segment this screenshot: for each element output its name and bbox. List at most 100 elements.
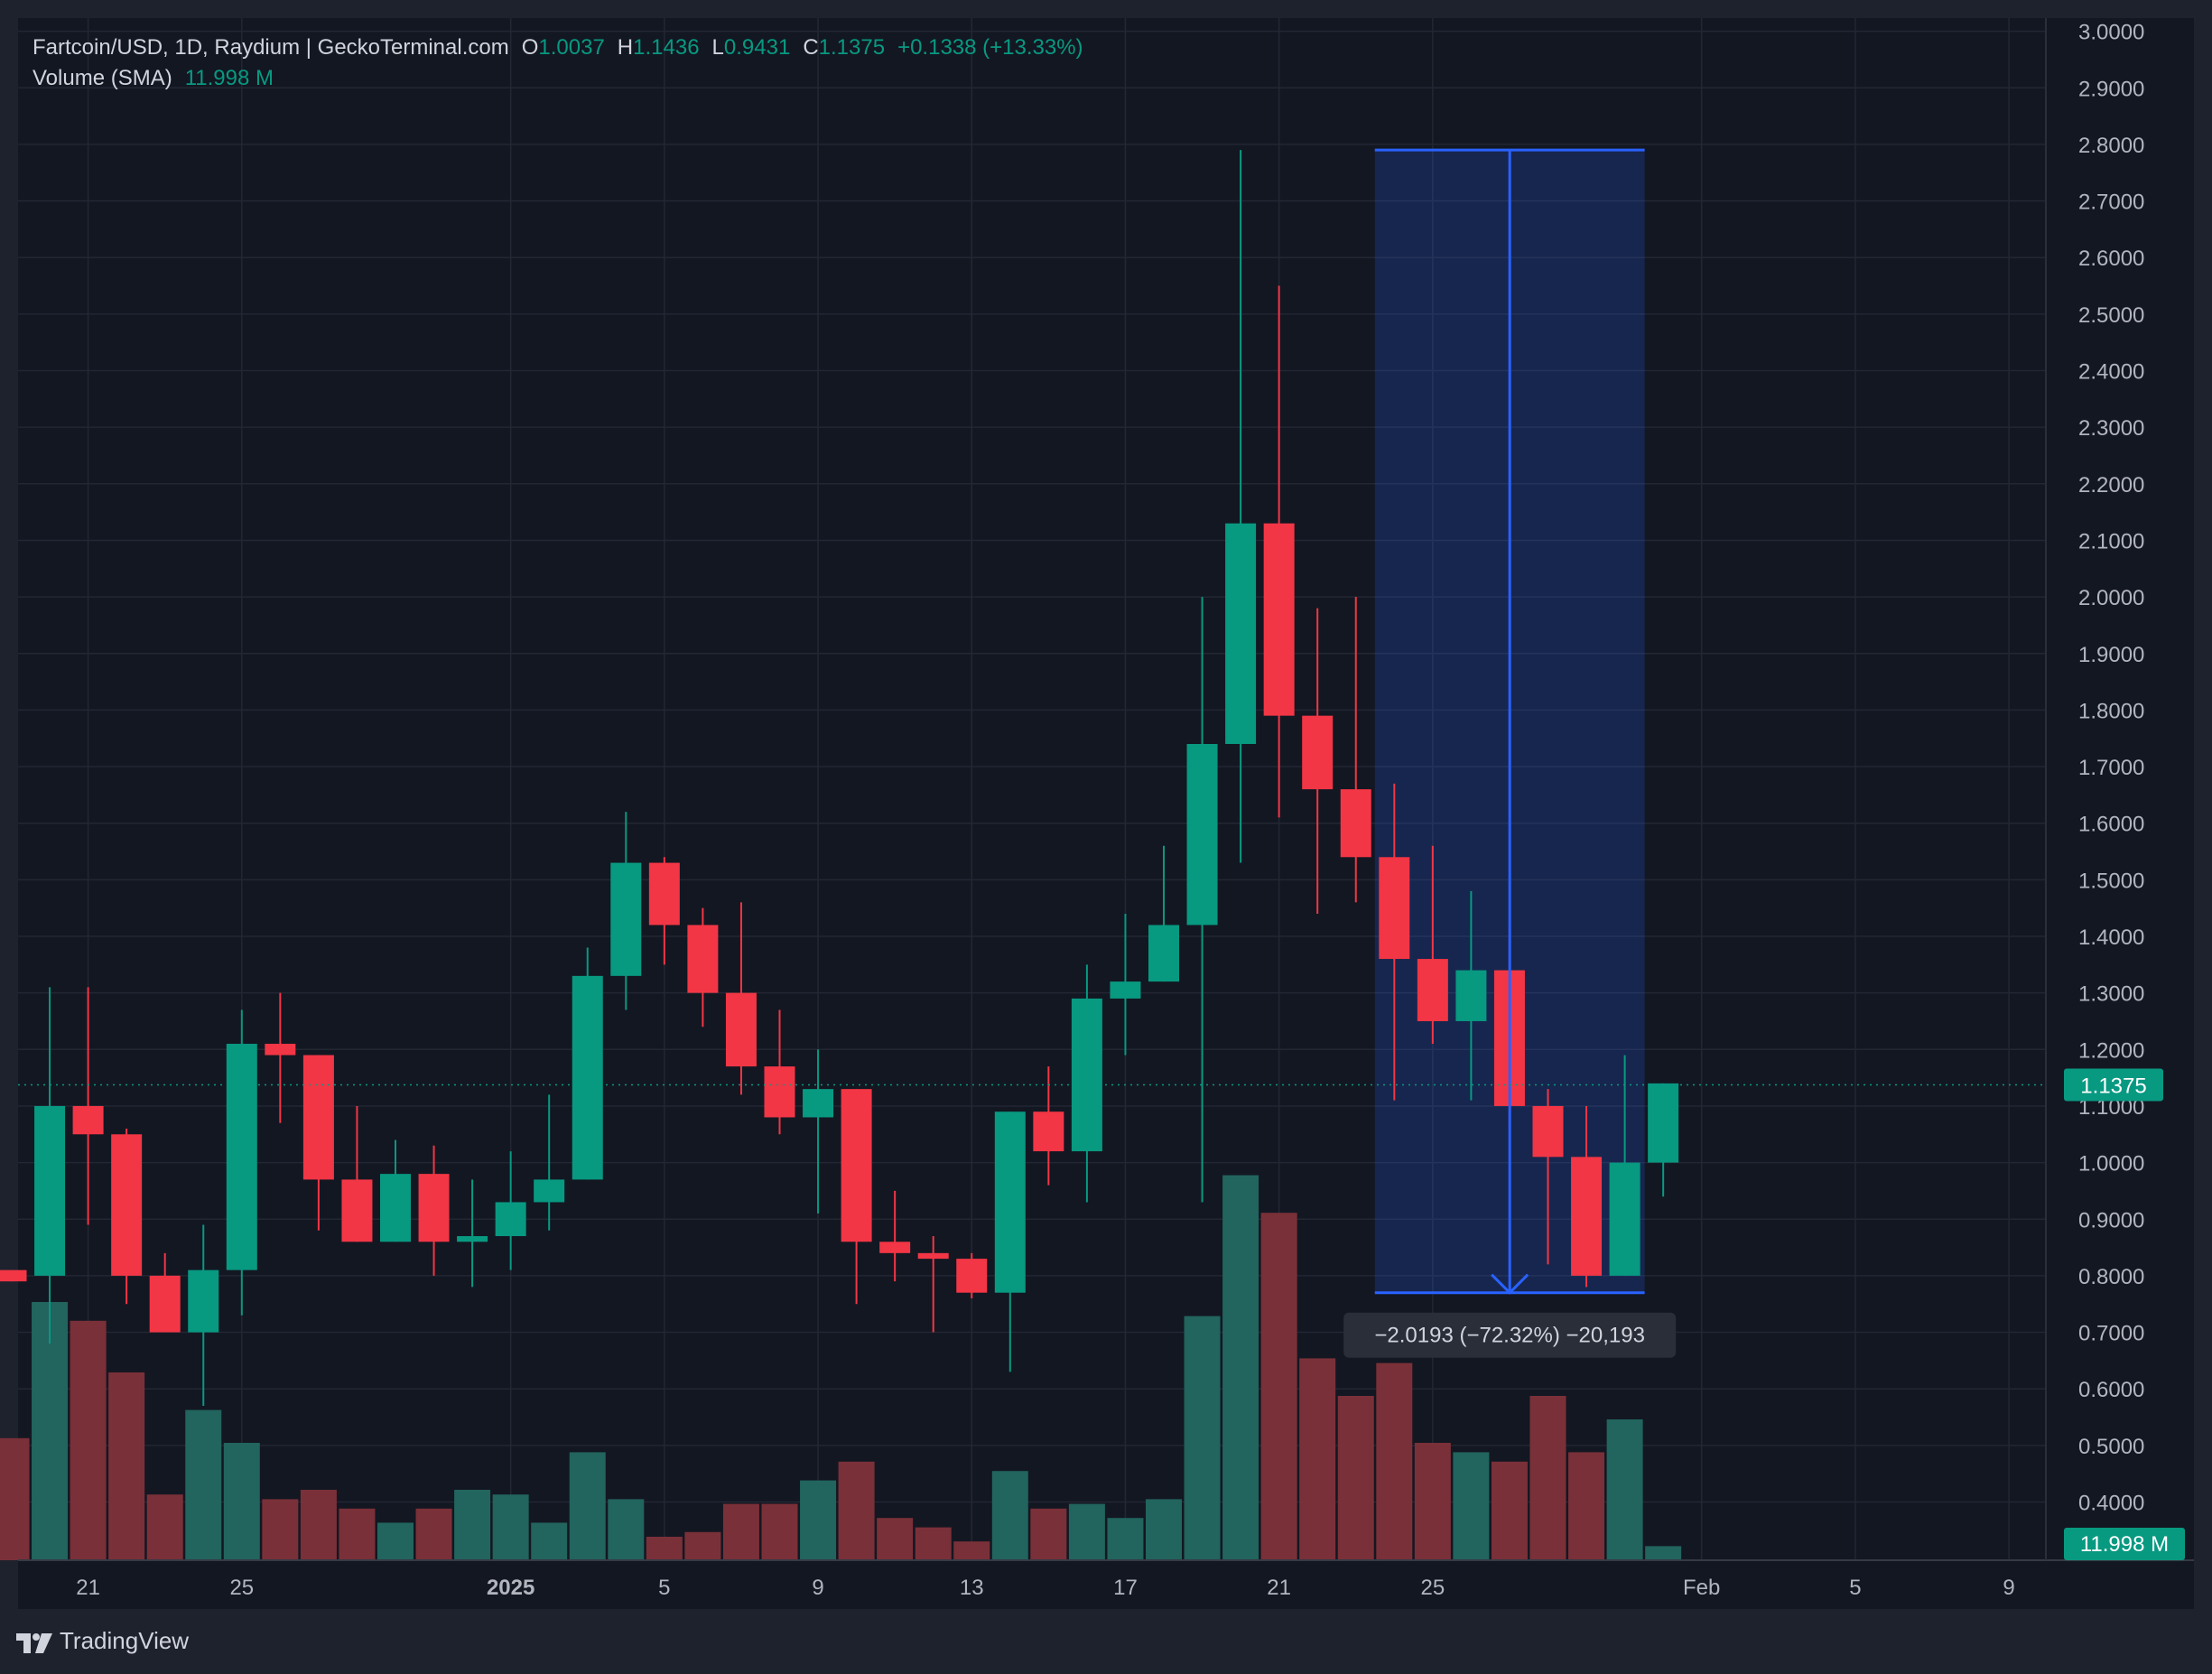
price-tick-label: 2.5000 [2078, 303, 2144, 328]
volume-bar [1414, 1443, 1451, 1560]
volume-bar [1568, 1452, 1605, 1560]
candle-body [917, 1252, 949, 1260]
candle-body [610, 862, 642, 976]
low-value: 0.9431 [723, 35, 791, 60]
candle-body [534, 1179, 565, 1203]
candle-body [265, 1044, 296, 1056]
candle [994, 1111, 1026, 1372]
price-tick-label: 2.0000 [2078, 586, 2144, 610]
candle [380, 1139, 411, 1242]
volume-bar [1068, 1503, 1105, 1560]
candle [72, 987, 104, 1225]
candle [1648, 1083, 1679, 1197]
legend-ohlc-row: Fartcoin/USD, 1D, Raydium | GeckoTermina… [33, 33, 1083, 63]
candle [495, 1151, 526, 1270]
candle-body [1532, 1105, 1564, 1158]
volume-bar [608, 1499, 645, 1560]
low-label: L [711, 35, 724, 60]
time-tick-label: 21 [1267, 1576, 1291, 1600]
volume-bar [70, 1320, 107, 1560]
volume-bar [339, 1508, 376, 1560]
candle-body [764, 1066, 795, 1118]
candle [0, 1269, 27, 1282]
candle-body [648, 862, 680, 925]
candle [302, 1055, 334, 1231]
candle-body [1186, 743, 1218, 925]
tradingview-logo[interactable]: TradingView [16, 1627, 189, 1655]
volume-bar [1376, 1362, 1413, 1560]
time-tick-label: 21 [76, 1576, 100, 1600]
close-label: C [803, 35, 819, 60]
price-axis[interactable]: 3.0000 2.9000 2.8000 2.7000 2.6000 2.5000 2.40… [2078, 21, 2144, 1516]
price-tick-label: 0.6000 [2078, 1378, 2144, 1402]
volume-bar [300, 1490, 337, 1560]
chart-background [18, 18, 2194, 1609]
candle-body [1071, 998, 1102, 1152]
volume-bar [991, 1471, 1028, 1560]
volume-bar [1146, 1499, 1182, 1560]
candle [226, 1009, 257, 1316]
candle-body [111, 1134, 143, 1276]
candle-body [1302, 715, 1334, 790]
price-tick-label: 1.2000 [2078, 1038, 2144, 1063]
candle-body [1609, 1162, 1640, 1276]
volume-bar [262, 1499, 299, 1560]
candle [1532, 1089, 1564, 1265]
symbol-title[interactable]: Fartcoin/USD, 1D, Raydium | GeckoTermina… [33, 35, 509, 60]
candle [1379, 783, 1410, 1101]
price-tick-label: 0.4000 [2078, 1492, 2144, 1516]
time-tick-label: 25 [1420, 1576, 1445, 1600]
price-tick-label: 2.3000 [2078, 416, 2144, 441]
candle-body [34, 1105, 66, 1276]
candle [917, 1236, 949, 1333]
price-tick-label: 2.6000 [2078, 246, 2144, 271]
candle-body [1648, 1083, 1679, 1163]
time-tick-label: 13 [960, 1576, 984, 1600]
time-tick-label: Feb [1683, 1576, 1720, 1600]
candle [265, 992, 296, 1123]
candle-body [149, 1275, 181, 1333]
volume-bar [377, 1522, 414, 1560]
candle [34, 987, 66, 1344]
price-tick-label: 0.9000 [2078, 1208, 2144, 1232]
price-tick-label: 1.9000 [2078, 643, 2144, 667]
volume-bar [1606, 1419, 1643, 1560]
last-price-badge-label: 1.1375 [2080, 1074, 2146, 1098]
volume-value: 11.998 M [184, 66, 274, 90]
candle-body [302, 1055, 334, 1180]
volume-badge [2064, 1528, 2185, 1560]
measure-arrow-head [1491, 1273, 1529, 1295]
price-tick-label: 2.8000 [2078, 134, 2144, 158]
candle [1455, 890, 1487, 1101]
time-axis[interactable]: 21 25 2025 5 9 13 17 21 25 Feb 5 9 [76, 1576, 2015, 1600]
candle [803, 1049, 834, 1214]
candle [1571, 1105, 1603, 1288]
candle [1148, 845, 1179, 982]
price-tick-label: 1.8000 [2078, 699, 2144, 723]
open-value: 1.0037 [538, 35, 605, 60]
candle [341, 1105, 373, 1242]
candle-body [1379, 857, 1410, 960]
volume-label[interactable]: Volume (SMA) [33, 66, 172, 90]
candle [1110, 913, 1141, 1056]
measure-label-box [1343, 1312, 1677, 1358]
candle-body [1148, 925, 1179, 982]
volume-bar [838, 1461, 875, 1560]
candle-body [0, 1269, 27, 1282]
candle [188, 1224, 219, 1406]
candle [1186, 597, 1218, 1203]
price-tick-label: 1.4000 [2078, 925, 2144, 950]
tradingview-glyph [16, 1632, 52, 1653]
candle-body [956, 1259, 988, 1293]
volume-bar [415, 1508, 452, 1560]
grid-lines [18, 18, 2046, 1560]
measure-tool[interactable]: −2.0193 (−72.32%) −20,193 [1343, 148, 1677, 1358]
candle-body [1340, 789, 1371, 858]
price-tick-label: 0.7000 [2078, 1322, 2144, 1346]
candle-body [879, 1242, 911, 1253]
volume-bar [684, 1531, 721, 1560]
candle [1302, 608, 1334, 914]
volume-bar [1030, 1508, 1067, 1560]
volume-bar [1260, 1213, 1297, 1560]
